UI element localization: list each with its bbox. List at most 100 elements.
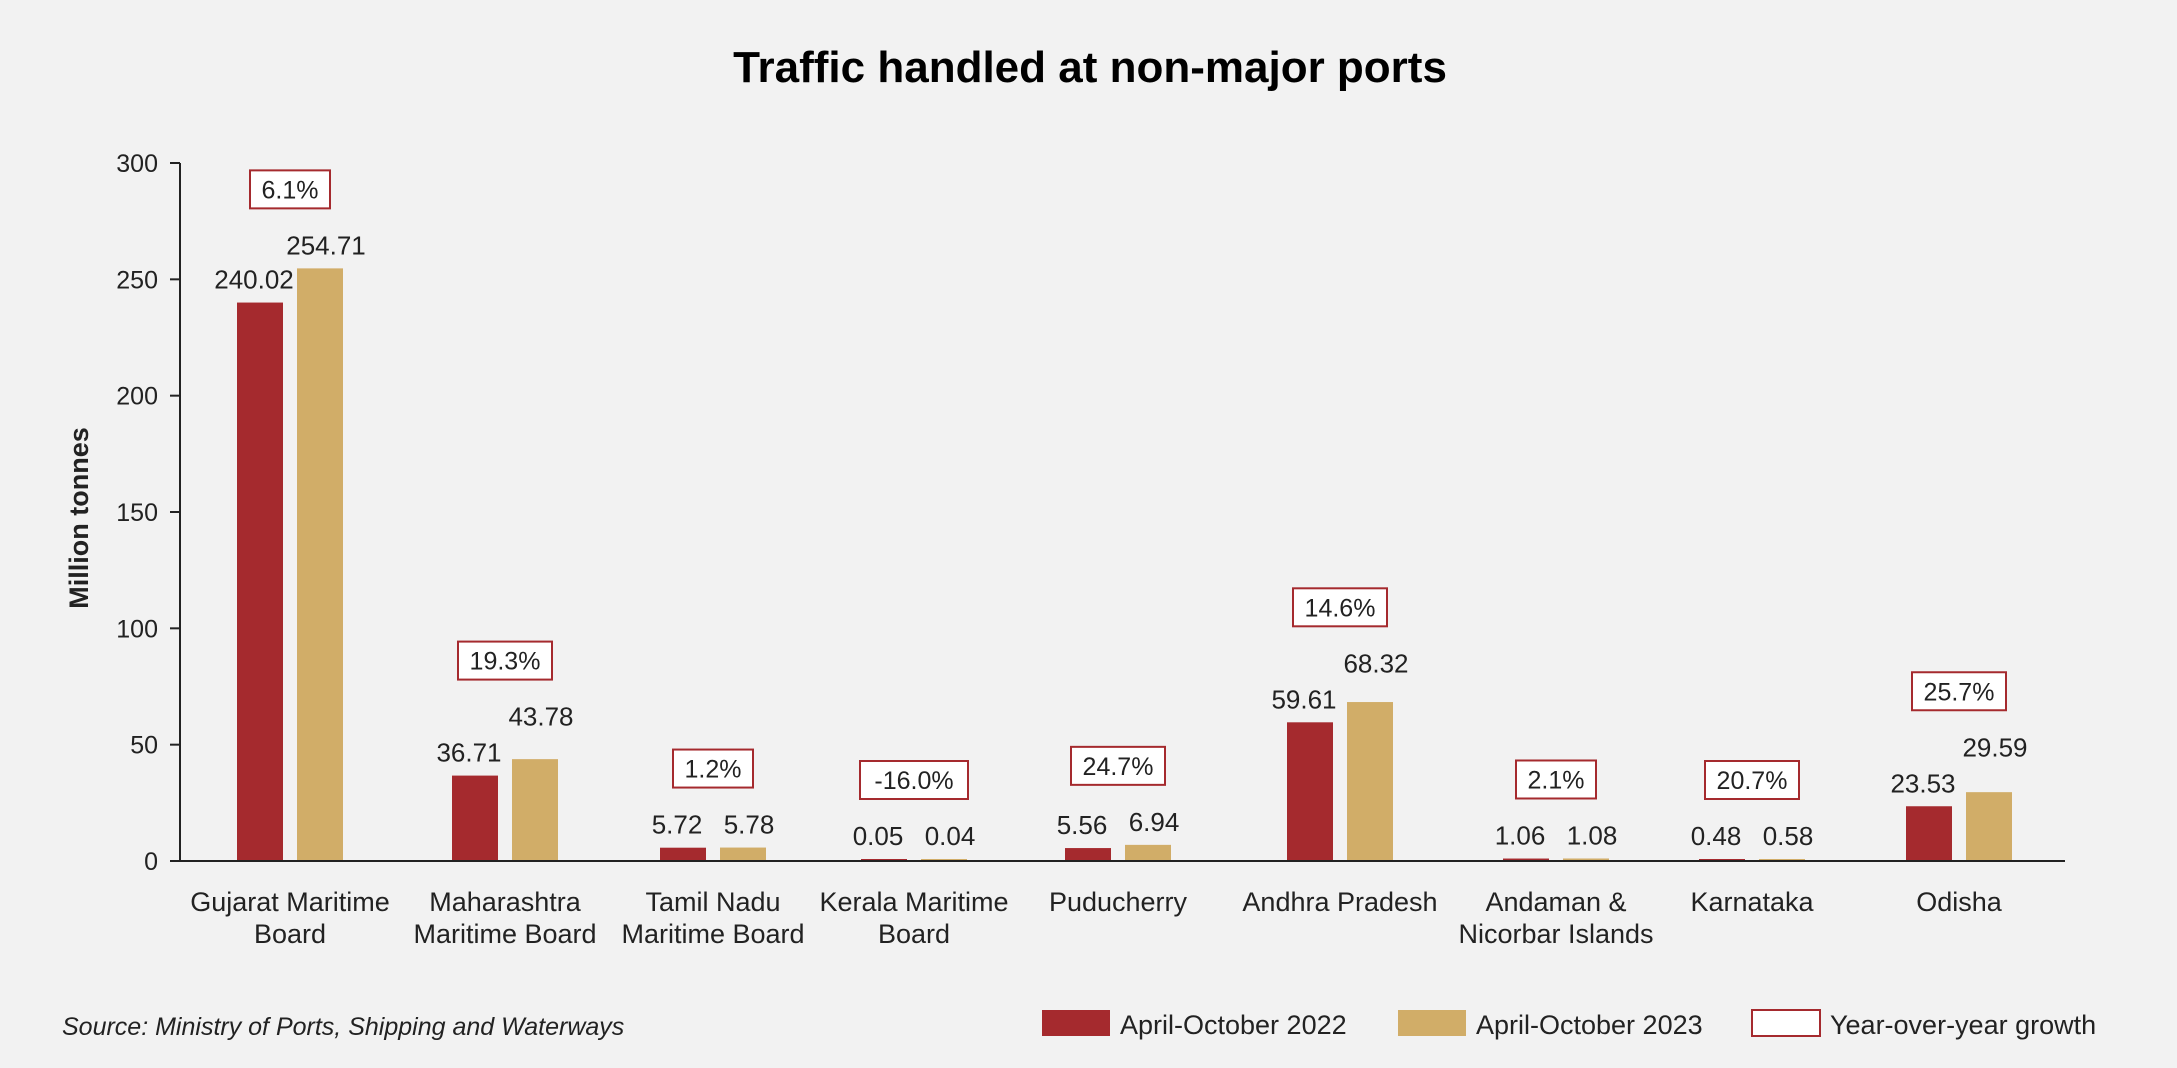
bar-2022 xyxy=(237,302,283,861)
growth-label: 19.3% xyxy=(470,648,541,676)
value-label-2022: 0.48 xyxy=(1691,821,1742,851)
category-label-line: Board xyxy=(878,919,950,949)
y-tick-label: 50 xyxy=(130,732,158,760)
category-label: Andaman & Nicorbar Islands xyxy=(1458,887,1653,949)
growth-badge xyxy=(1704,760,1800,800)
value-label-2023: 29.59 xyxy=(1962,732,2027,762)
growth-label: -16.0% xyxy=(874,767,953,795)
bar-2023 xyxy=(1347,702,1393,861)
chart-title: Traffic handled at non-major ports xyxy=(733,43,1447,92)
category-label-line: Karnataka xyxy=(1690,887,1814,917)
value-label-2023: 1.08 xyxy=(1567,820,1618,850)
bar-2023 xyxy=(512,759,558,861)
value-label-2023: 0.04 xyxy=(925,821,976,851)
legend-item-growth: Year-over-year growth xyxy=(1751,1009,2096,1040)
source-note: Source: Ministry of Ports, Shipping and … xyxy=(62,1013,624,1041)
legend-label: April-October 2022 xyxy=(1120,1010,1347,1040)
y-tick-label: 200 xyxy=(116,383,158,411)
category-label-line: Maritime Board xyxy=(621,919,804,949)
legend: April-October 2022 April-October 2023 Year… xyxy=(1042,1009,2096,1040)
value-label-2022: 59.61 xyxy=(1271,684,1336,714)
value-label-2023: 254.71 xyxy=(286,230,366,260)
y-axis-label: Million tonnes xyxy=(64,427,94,609)
value-label-2023: 6.94 xyxy=(1129,807,1180,837)
value-label-2022: 23.53 xyxy=(1890,768,1955,798)
bar-2022 xyxy=(1503,858,1549,861)
value-label-2022: 1.06 xyxy=(1495,821,1546,851)
value-label-2022: 36.71 xyxy=(436,738,501,768)
growth-label: 25.7% xyxy=(1924,678,1995,706)
category-label: Odisha xyxy=(1916,887,2003,917)
growth-badge xyxy=(859,760,969,800)
category-label-line: Gujarat Maritime xyxy=(190,887,390,917)
category-group: 5.72 5.78 1.2% xyxy=(652,748,775,861)
category-group: 5.56 6.94 24.7% xyxy=(1057,745,1180,861)
category-label-line: Nicorbar Islands xyxy=(1458,919,1653,949)
category-label: Gujarat Maritime Board xyxy=(190,887,390,949)
bar-2022 xyxy=(1906,806,1952,861)
bar-2023 xyxy=(1125,844,1171,861)
value-label-2022: 0.05 xyxy=(853,821,904,851)
legend-swatch xyxy=(1751,1009,1821,1037)
category-label-line: Maritime Board xyxy=(413,919,596,949)
growth-badge xyxy=(672,748,754,789)
category-label: Andhra Pradesh xyxy=(1242,887,1437,917)
value-label-2022: 240.02 xyxy=(214,265,294,295)
legend-swatch xyxy=(1398,1010,1466,1036)
category-label-line: Tamil Nadu xyxy=(645,887,780,917)
growth-label: 24.7% xyxy=(1083,753,1154,781)
category-label-line: Maharashtra xyxy=(429,887,582,917)
legend-swatch xyxy=(1042,1010,1110,1036)
growth-badge xyxy=(1292,587,1388,628)
y-tick-label: 300 xyxy=(116,150,158,178)
value-label-2023: 43.78 xyxy=(508,702,573,732)
category-label-line: Andaman & xyxy=(1485,887,1626,917)
y-axis: 0 50 100 150 200 250 300 xyxy=(116,150,181,876)
category-label: Puducherry xyxy=(1049,887,1188,917)
growth-badge xyxy=(1070,745,1166,786)
category-label: Tamil Nadu Maritime Board xyxy=(621,887,804,949)
category-group: 1.06 1.08 2.1% xyxy=(1495,759,1618,861)
bar-2022 xyxy=(1065,848,1111,861)
growth-badge xyxy=(1515,759,1597,800)
bar-2023 xyxy=(297,268,343,861)
growth-badge xyxy=(457,640,553,681)
value-label-2023: 68.32 xyxy=(1343,648,1408,678)
bar-2023 xyxy=(720,847,766,861)
growth-label: 1.2% xyxy=(685,756,742,784)
legend-item-2023: April-October 2023 xyxy=(1398,1010,1703,1040)
category-label-line: Kerala Maritime xyxy=(819,887,1008,917)
y-tick-label: 250 xyxy=(116,266,158,294)
bar-2022 xyxy=(660,847,706,861)
category-label-line: Board xyxy=(254,919,326,949)
legend-item-2022: April-October 2022 xyxy=(1042,1010,1347,1040)
category-label-line: Puducherry xyxy=(1049,887,1188,917)
y-tick-label: 0 xyxy=(144,848,158,876)
growth-label: 2.1% xyxy=(1528,766,1585,794)
bar-2023 xyxy=(1966,792,2012,861)
category-group: 0.05 0.04 -16.0% xyxy=(853,760,976,861)
value-label-2023: 5.78 xyxy=(724,810,775,840)
growth-badge xyxy=(1911,671,2007,712)
category-group: 0.48 0.58 20.7% xyxy=(1691,760,1813,861)
value-label-2022: 5.56 xyxy=(1057,810,1108,840)
value-label-2022: 5.72 xyxy=(652,810,703,840)
bar-2023 xyxy=(1563,858,1609,861)
category-label: Maharashtra Maritime Board xyxy=(413,887,596,949)
growth-label: 6.1% xyxy=(262,176,319,204)
legend-label: April-October 2023 xyxy=(1476,1010,1703,1040)
growth-label: 20.7% xyxy=(1717,767,1788,795)
growth-badge xyxy=(249,169,331,210)
category-label-line: Andhra Pradesh xyxy=(1242,887,1437,917)
category-label: Kerala Maritime Board xyxy=(819,887,1008,949)
y-tick-label: 100 xyxy=(116,615,158,643)
bar-2022 xyxy=(1287,722,1333,861)
bar-2022 xyxy=(452,775,498,861)
category-group: 240.02 254.71 6.1% xyxy=(214,169,366,861)
